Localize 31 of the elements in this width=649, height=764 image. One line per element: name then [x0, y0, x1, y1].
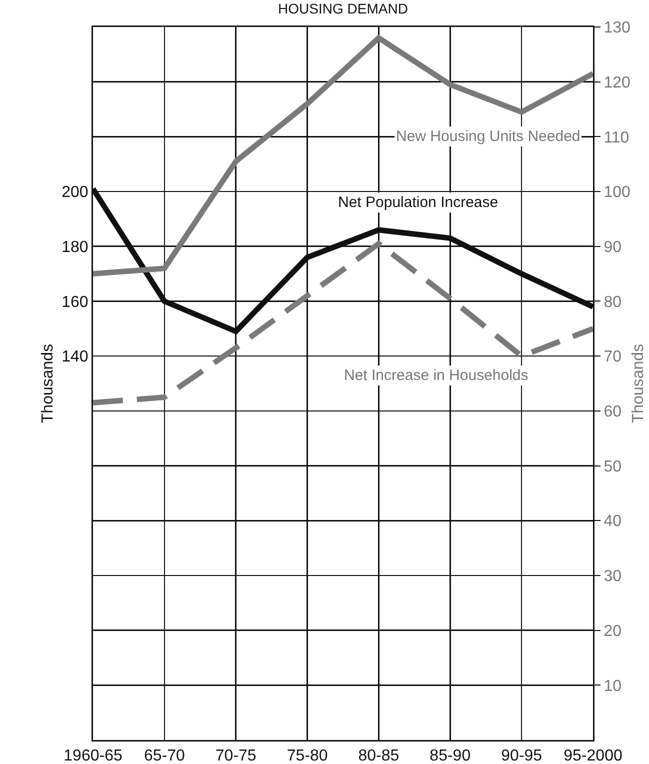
y2-tick-label: 20 [604, 622, 622, 640]
y-tick-label: 140 [62, 348, 88, 366]
y-tick-label: 160 [62, 294, 88, 311]
x-tick-label: 85-90 [430, 748, 471, 764]
y2-tick-label: 70 [604, 348, 622, 366]
x-tick-label: 95-2000 [564, 748, 622, 764]
text: New Housing Units Needed [396, 128, 580, 145]
x-tick-label: 75-80 [286, 748, 328, 764]
y2-tick-label: 130 [604, 20, 630, 37]
y2-tick-label: 30 [604, 568, 622, 586]
y-axis-title: Thousands [40, 344, 57, 424]
y2-tick-label: 40 [604, 513, 622, 530]
y2-tick-label: 90 [604, 238, 622, 256]
y2-tick-label: 10 [604, 678, 622, 695]
y2-tick-label: 110 [604, 129, 630, 146]
x-tick-label: 65-70 [144, 748, 185, 764]
series-label: Net Increase in Households [344, 367, 528, 384]
x-tick-label: 80-85 [358, 748, 400, 764]
y2-tick-label: 100 [604, 184, 630, 202]
y2-axis-title: Thousands [630, 344, 647, 424]
chart-title: HOUSING DEMAND [278, 0, 408, 17]
y2-tick-label: 50 [604, 458, 622, 476]
y-tick-label: 200 [62, 184, 88, 202]
y2-tick-label: 120 [604, 74, 630, 92]
y-tick-label: 180 [62, 238, 88, 256]
x-tick-label: 90-95 [501, 748, 542, 764]
y2-tick-label: 60 [604, 404, 622, 421]
x-tick-label: 70-75 [215, 748, 256, 764]
text: Net Population Increase [338, 194, 498, 211]
y2-tick-label: 80 [604, 294, 622, 311]
x-tick-label: 1960-65 [64, 748, 122, 764]
